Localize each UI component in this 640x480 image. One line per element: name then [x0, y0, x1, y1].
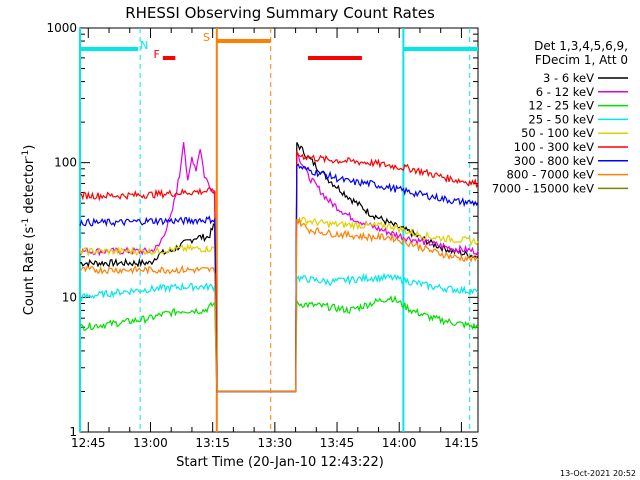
y-tick-labels: 1 10 100 1000 [46, 21, 77, 439]
x-tick-label: 13:30 [258, 436, 293, 450]
footer-timestamp: 13-Oct-2021 20:52 [560, 469, 636, 478]
legend: Det 1,3,4,5,6,9, FDecim 1, Att 0 3 - 6 k… [492, 39, 628, 195]
y-axis-label-part: detector [22, 158, 37, 218]
series-line-7 [79, 216, 479, 393]
legend-label: 3 - 6 keV [543, 71, 594, 85]
legend-label: 25 - 50 keV [528, 112, 594, 126]
x-tick-label: 13:45 [320, 436, 355, 450]
series-lines [79, 142, 479, 393]
flag-label: N [140, 39, 148, 52]
x-tick-labels: 12:45 13:00 13:15 13:30 13:45 14:00 14:15 [71, 436, 479, 450]
legend-label: 100 - 300 keV [514, 140, 594, 154]
y-axis-label-part: ) [22, 145, 37, 150]
legend-label: 800 - 7000 keV [506, 168, 594, 182]
y-tick-label: 10 [62, 290, 77, 304]
legend-label: 50 - 100 keV [521, 126, 594, 140]
y-axis-label-part: Count Rate (s [22, 227, 37, 316]
x-tick-label: 13:15 [195, 436, 230, 450]
y-tick-label: 1000 [46, 21, 77, 35]
observing-flags: NF S [80, 31, 478, 61]
x-tick-label: 14:00 [382, 436, 417, 450]
legend-label: 7000 - 15000 keV [492, 181, 594, 195]
y-tick-label: 1 [69, 425, 77, 439]
series-line-6 [79, 163, 479, 393]
y-axis-label-sup: -1 [21, 218, 31, 227]
y-axis-label: Count Rate (s-1 detector-1) [21, 145, 37, 316]
y-tick-label: 100 [54, 156, 77, 170]
legend-label: 12 - 25 keV [528, 99, 594, 113]
flag-label: F [154, 48, 160, 61]
x-tick-label: 14:15 [444, 436, 479, 450]
x-tick-label: 12:45 [71, 436, 106, 450]
x-tick-label: 13:00 [133, 436, 168, 450]
legend-label: 6 - 12 keV [536, 85, 594, 99]
legend-header-line: Det 1,3,4,5,6,9, [534, 39, 628, 53]
y-axis-label-sup: -1 [21, 150, 31, 159]
x-axis-label: Start Time (20-Jan-10 12:43:22) [176, 455, 384, 470]
legend-header-line: FDecim 1, Att 0 [535, 53, 628, 67]
legend-label: 300 - 800 keV [514, 154, 594, 168]
flag-label: S [203, 31, 210, 44]
chart-title: RHESSI Observing Summary Count Rates [125, 4, 435, 22]
